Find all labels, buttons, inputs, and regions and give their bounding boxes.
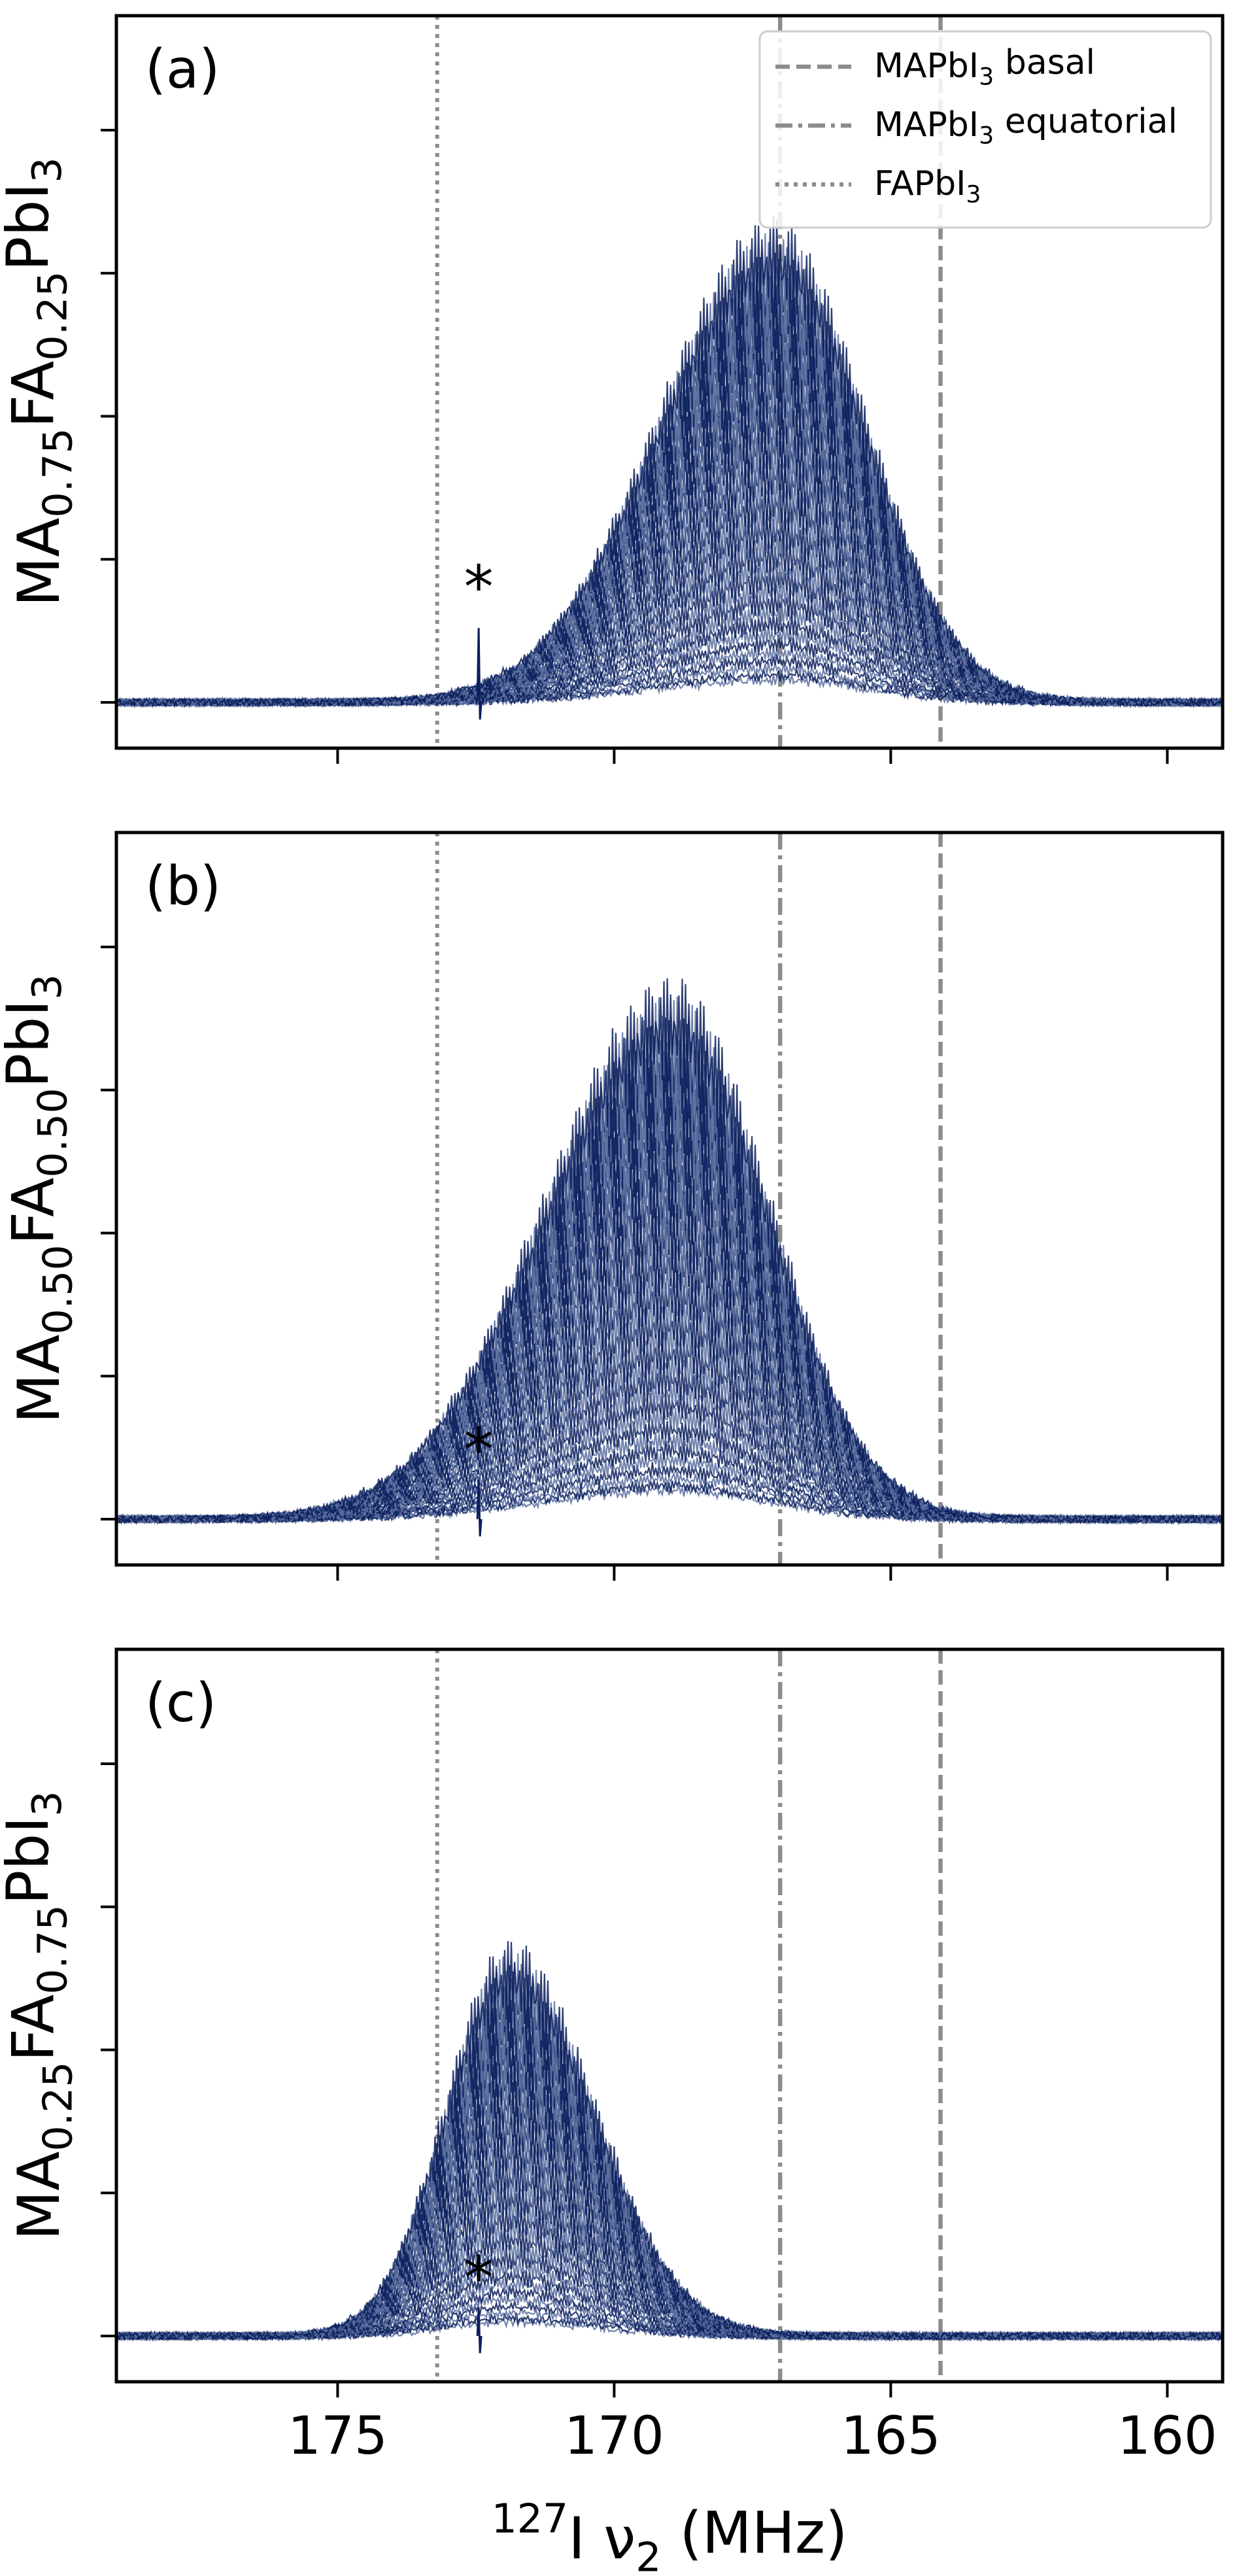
legend-box (758, 30, 1212, 229)
x-tick-label: 160 (1117, 2405, 1217, 2466)
y-axis-label-part: PbI (0, 1000, 61, 1088)
spectrum-trace (116, 1404, 1223, 1525)
axes-frame (114, 1647, 1225, 2384)
impurity-asterisk: * (464, 553, 494, 622)
x-tick-label: 170 (564, 2405, 664, 2466)
legend-entry: MAPbI3 equatorial (874, 102, 1178, 150)
spectrum-trace (116, 624, 1223, 708)
spectrum-trace (116, 1441, 1222, 1525)
y-axis-label-part: FA (0, 361, 67, 428)
legend-entry-part: MAPbI (874, 105, 979, 145)
y-axis-label-part: 0.75 (29, 1904, 76, 1994)
y-axis-label-part: PbI (0, 1817, 61, 1905)
y-axis-label: MA0.25FA0.75PbI3 (0, 1791, 82, 2240)
x-tick-label: 175 (288, 2405, 388, 2466)
x-axis-label-part: (MHz) (661, 2499, 847, 2566)
spectrum-trace (116, 2081, 1223, 2342)
plot-area (116, 1649, 1223, 2382)
legend-entry: MAPbI3 basal (874, 43, 1095, 91)
axes-frame (114, 14, 1225, 750)
y-axis-label-part: 0.50 (29, 1088, 76, 1177)
spectrum-trace (116, 978, 1223, 1525)
legend-entry-part: 3 (966, 180, 981, 209)
spectrum-trace (116, 335, 1223, 708)
panel-label: (c) (145, 1672, 216, 1734)
y-axis-label-part: 0.25 (29, 271, 76, 360)
legend-entry-part: FAPbI (874, 164, 966, 203)
spectrum-trace (116, 1378, 1222, 1525)
spectrum-trace (116, 1941, 1223, 2342)
y-axis-label-part: 3 (24, 1791, 71, 1816)
y-axis-label-part: 3 (24, 974, 71, 999)
panel-b: *(b)MA0.50FA0.50PbI3 (0, 831, 1225, 1581)
panel-c: * 175 170 165 160 (c) MA0.25FA0.75PbI3 (0, 1647, 1225, 2466)
spectrum-trace (116, 216, 1223, 708)
spectrum-trace (116, 2028, 1223, 2342)
legend-entry-part: equatorial (994, 102, 1178, 141)
y-axis-label-part: MA (5, 2152, 73, 2241)
x-axis-label-part: I ν (568, 2505, 635, 2572)
y-axis-label-part: MA (5, 1335, 73, 1424)
legend-entry-part: 3 (979, 63, 994, 91)
spectrum-trace (116, 2194, 1223, 2343)
spectrum-trace (116, 2014, 1223, 2342)
panel-label: (b) (145, 855, 221, 918)
spectrum-trace (116, 2067, 1222, 2342)
y-axis-label-part: FA (0, 1178, 67, 1245)
y-axis-label: MA0.50FA0.50PbI3 (0, 974, 82, 1423)
impurity-asterisk: * (464, 2244, 494, 2313)
x-axis-label: 127I ν2 (MHz) (492, 2495, 848, 2576)
plot-area (116, 16, 1223, 748)
spectrum-trace (116, 1452, 1223, 1525)
y-axis-label-part: 0.50 (35, 1245, 82, 1334)
spectrum-trace (116, 2122, 1223, 2342)
impurity-peak (476, 2307, 483, 2354)
x-axis-label-part: 127 (492, 2495, 569, 2542)
impurity-peak (476, 1479, 483, 1537)
legend-entry: FAPbI3 (874, 164, 981, 209)
y-axis-label-part: 0.75 (35, 428, 82, 517)
x-axis-label-part: 2 (635, 2534, 661, 2576)
panel-label: (a) (145, 39, 220, 101)
y-axis-label-part: MA (5, 518, 73, 607)
plot-area (116, 833, 1223, 1565)
legend-entry-part: 3 (979, 122, 994, 150)
y-axis-label-part: PbI (0, 183, 61, 271)
axes-frame (114, 831, 1225, 1567)
y-axis-label-part: FA (0, 1995, 67, 2062)
x-tick-label: 165 (841, 2405, 941, 2466)
impurity-peak (476, 628, 483, 720)
impurity-asterisk: * (464, 1416, 494, 1485)
y-axis-label-part: 3 (24, 157, 71, 182)
y-axis-label: MA0.75FA0.25PbI3 (0, 157, 82, 606)
spectrum-trace (116, 2158, 1223, 2342)
spectrum-trace (116, 1420, 1222, 1526)
legend-entry-part: basal (994, 43, 1095, 82)
y-axis-label-part: 0.25 (35, 2061, 82, 2151)
legend-entry-part: MAPbI (874, 46, 979, 86)
